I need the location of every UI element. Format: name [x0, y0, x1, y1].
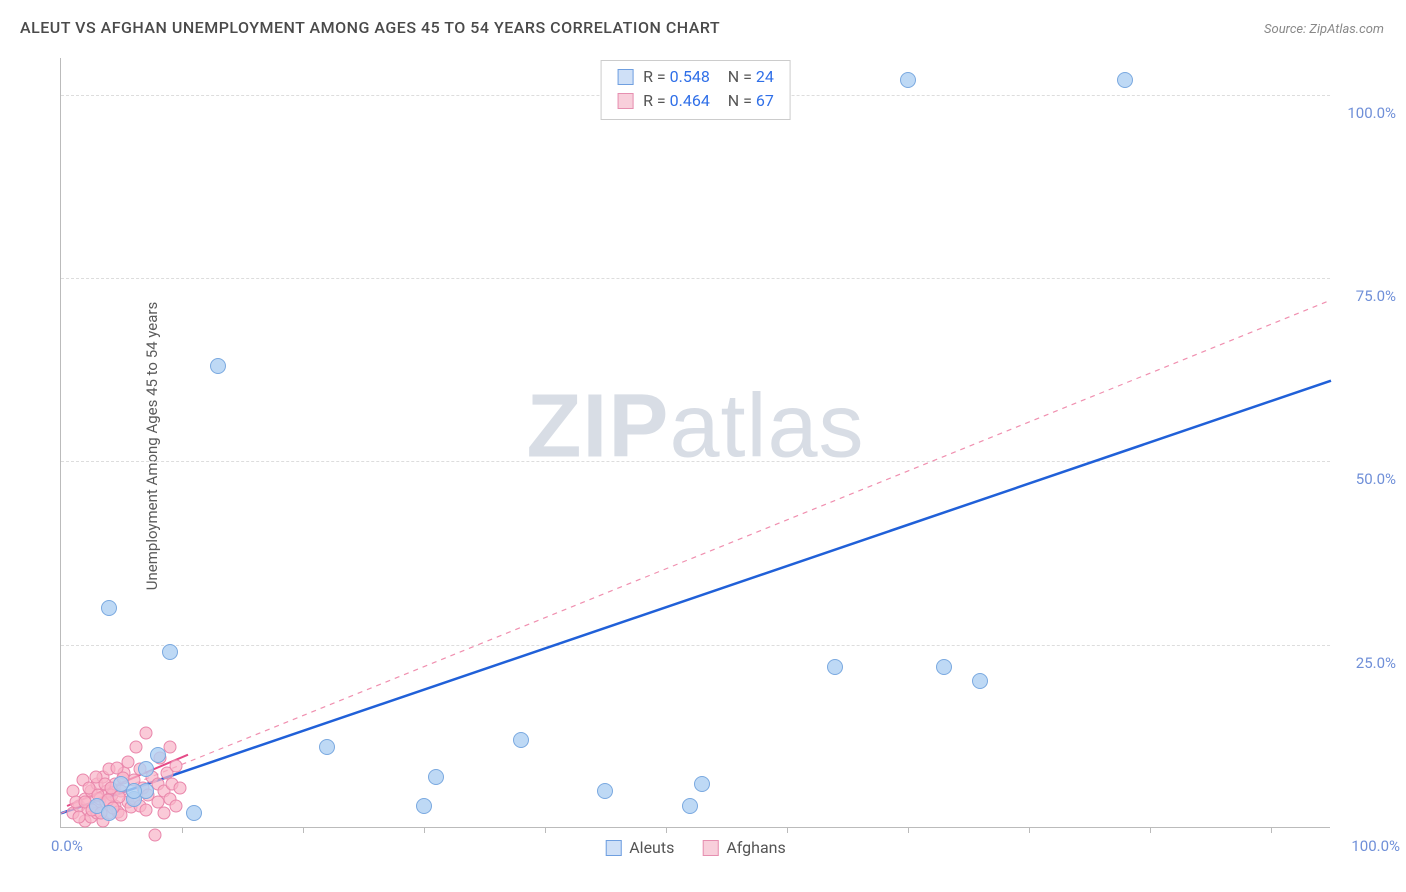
data-point	[169, 800, 182, 813]
aleuts-swatch	[617, 69, 633, 85]
data-point	[101, 805, 117, 821]
afghans-legend-swatch	[702, 840, 718, 856]
bottom-legend: Aleuts Afghans	[605, 838, 786, 857]
data-point	[428, 769, 444, 785]
legend-item-afghans: Afghans	[702, 838, 785, 857]
source-attribution: Source: ZipAtlas.com	[1264, 22, 1384, 37]
data-point	[416, 798, 432, 814]
data-point	[972, 673, 988, 689]
data-point	[139, 726, 152, 739]
data-point	[138, 761, 154, 777]
afghans-legend-label: Afghans	[726, 838, 785, 857]
stats-row-afghans: R = 0.464 N = 67	[617, 89, 774, 113]
data-point	[101, 600, 117, 616]
stats-box: R = 0.548 N = 24 R = 0.464 N = 67	[600, 60, 791, 120]
data-point	[150, 747, 166, 763]
data-point	[513, 732, 529, 748]
afghans-swatch	[617, 93, 633, 109]
data-point	[827, 659, 843, 675]
y-tick-label: 100.0%	[1347, 104, 1396, 122]
data-point	[139, 803, 152, 816]
data-point	[936, 659, 952, 675]
data-point	[900, 72, 916, 88]
data-point	[73, 811, 86, 824]
aleuts-r-stat: R = 0.548	[643, 65, 710, 89]
data-point	[1117, 72, 1133, 88]
data-point	[126, 783, 142, 799]
data-point	[149, 829, 162, 842]
y-tick-label: 50.0%	[1356, 470, 1396, 488]
afghans-n-stat: N = 67	[720, 89, 774, 113]
data-point	[157, 807, 170, 820]
data-point	[186, 805, 202, 821]
x-axis-min-label: 0.0%	[51, 837, 83, 855]
data-point	[169, 759, 182, 772]
data-point	[113, 791, 126, 804]
data-point	[129, 741, 142, 754]
plot-area: ZIPatlas 25.0%50.0%75.0%100.0% 0.0% 100.…	[60, 58, 1330, 828]
data-point	[319, 739, 335, 755]
y-tick-label: 25.0%	[1356, 654, 1396, 672]
legend-item-aleuts: Aleuts	[605, 838, 674, 857]
data-point	[694, 776, 710, 792]
data-point	[162, 644, 178, 660]
aleuts-legend-label: Aleuts	[629, 838, 674, 857]
stats-row-aleuts: R = 0.548 N = 24	[617, 65, 774, 89]
afghans-r-stat: R = 0.464	[643, 89, 710, 113]
aleuts-n-stat: N = 24	[720, 65, 774, 89]
data-point	[682, 798, 698, 814]
data-point	[597, 783, 613, 799]
data-point	[173, 781, 186, 794]
scatter-points	[61, 58, 1330, 827]
y-tick-label: 75.0%	[1356, 287, 1396, 305]
chart-title: ALEUT VS AFGHAN UNEMPLOYMENT AMONG AGES …	[20, 18, 720, 37]
x-axis-max-label: 100.0%	[1351, 837, 1400, 855]
aleuts-legend-swatch	[605, 840, 621, 856]
data-point	[210, 358, 226, 374]
